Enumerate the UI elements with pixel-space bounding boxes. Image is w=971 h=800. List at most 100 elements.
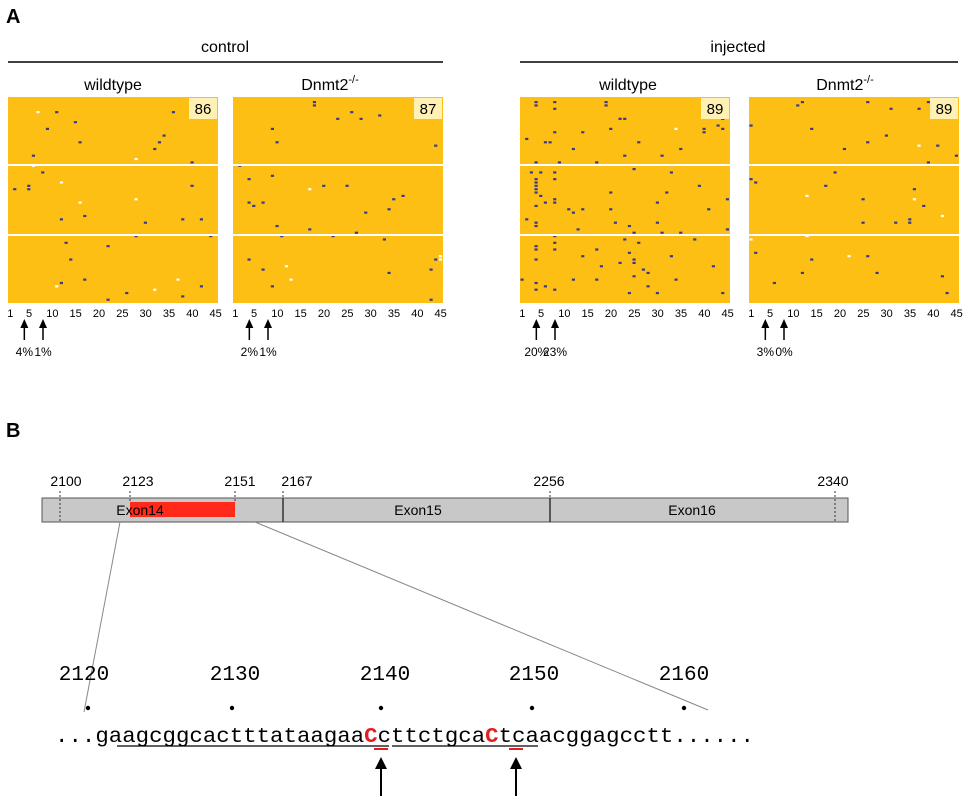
seq-dot-2130 — [229, 705, 235, 711]
x-tick-label: 40 — [927, 308, 939, 320]
methylated-cell — [336, 117, 340, 120]
methylated-cell — [609, 191, 613, 194]
x-tick-label: 15 — [582, 308, 594, 320]
methylated-cell — [41, 171, 45, 174]
exon-label-14: Exon14 — [116, 502, 164, 518]
methylated-cell — [543, 201, 547, 204]
methylated-cell — [655, 291, 659, 295]
methylated-cell — [810, 258, 814, 261]
methylated-cell — [534, 281, 538, 285]
methylated-cell — [252, 204, 256, 208]
methylated-cell — [632, 168, 636, 171]
methylated-cell — [534, 161, 538, 164]
methylated-cell — [754, 251, 758, 254]
methylated-cell — [646, 285, 650, 288]
scale-label-2340: 2340 — [817, 473, 848, 489]
methylated-cell — [275, 224, 279, 228]
zoom-line-right — [254, 521, 709, 711]
methylated-cell — [716, 124, 720, 127]
methylated-cell — [702, 127, 706, 130]
methylated-cell — [595, 161, 599, 164]
methylated-cell — [609, 127, 613, 130]
methylated-cell — [553, 101, 557, 104]
missing-cell — [78, 201, 82, 204]
methylated-cell — [69, 258, 73, 261]
methylation-percentage: 4% — [16, 345, 34, 359]
sample-separator — [520, 164, 730, 166]
methylated-cell — [429, 268, 433, 271]
methylated-cell — [679, 147, 683, 151]
methylated-cell — [247, 258, 251, 261]
x-tick-label: 30 — [140, 308, 152, 320]
x-tick-label: 15 — [295, 308, 307, 320]
methylated-cell — [613, 221, 617, 224]
zoom-line-left — [83, 521, 121, 713]
missing-cell — [134, 198, 138, 201]
seq-position-2160: 2160 — [659, 664, 709, 687]
methylated-cell — [534, 104, 538, 107]
methylated-cell — [908, 218, 912, 221]
methylated-cell — [945, 291, 949, 295]
methylated-cell — [772, 281, 776, 285]
heatmap-background — [749, 97, 959, 303]
methylation-percentage: 2% — [241, 345, 259, 359]
methylated-cell — [861, 198, 865, 201]
scale-label-2256: 2256 — [533, 473, 564, 489]
seq-position-2150: 2150 — [509, 664, 559, 687]
methylated-cell — [534, 188, 538, 191]
methylation-percentage: 3% — [757, 345, 775, 359]
x-tick-label: 25 — [857, 308, 869, 320]
methylated-cell — [181, 295, 185, 298]
methylated-cell — [331, 235, 335, 238]
methylated-cell — [270, 174, 274, 177]
sample-separator — [8, 234, 218, 236]
seq-position-2140: 2140 — [360, 664, 410, 687]
methylated-cell — [721, 291, 725, 295]
methylated-cell — [199, 218, 203, 221]
x-tick-label: 35 — [904, 308, 916, 320]
methylated-cell — [800, 271, 804, 275]
methylated-cell — [646, 271, 650, 275]
scale-label-2151: 2151 — [224, 473, 255, 489]
methylated-cell — [534, 245, 538, 248]
x-tick-label: 1 — [7, 308, 13, 320]
methylated-cell — [604, 101, 608, 104]
methylation-panel-injected-dnmt2: 891 5 10 15 20 25 30 35 40 453% 0% — [748, 97, 963, 359]
methylated-cell — [875, 271, 879, 275]
methylated-cell — [926, 101, 930, 104]
methylated-cell — [83, 214, 87, 218]
methylated-cell — [618, 117, 622, 120]
x-tick-label: 45 — [435, 308, 447, 320]
x-tick-label: 15 — [70, 308, 82, 320]
up-arrow-icon — [20, 319, 29, 340]
x-tick-label: 10 — [558, 308, 570, 320]
clone-count-label: 87 — [420, 101, 437, 118]
methylated-cell — [543, 141, 547, 144]
x-tick-label: 35 — [388, 308, 400, 320]
up-arrow-icon — [551, 319, 559, 340]
x-tick-label: 1 — [519, 308, 525, 320]
methylated-cell — [534, 191, 538, 194]
x-tick-label: 35 — [163, 308, 175, 320]
missing-cell — [749, 238, 753, 241]
methylated-cell — [308, 228, 312, 231]
methylation-percentage: 20% — [524, 345, 548, 359]
methylated-cell — [392, 198, 396, 201]
methylated-cell — [171, 111, 175, 114]
methylated-cell — [553, 201, 557, 204]
methylated-cell — [632, 258, 636, 261]
up-arrow-icon — [510, 757, 522, 796]
methylated-cell — [936, 144, 940, 147]
seq-dot-2120 — [85, 705, 91, 711]
scale-label-2123: 2123 — [122, 473, 153, 489]
methylated-cell — [632, 275, 636, 278]
methylated-cell — [78, 141, 82, 144]
methylated-cell — [534, 181, 538, 184]
methylated-cell — [571, 211, 575, 214]
methylated-cell — [534, 204, 538, 208]
missing-cell — [940, 214, 944, 218]
missing-cell — [153, 288, 157, 291]
sample-separator — [8, 164, 218, 166]
methylated-cell — [954, 154, 958, 157]
